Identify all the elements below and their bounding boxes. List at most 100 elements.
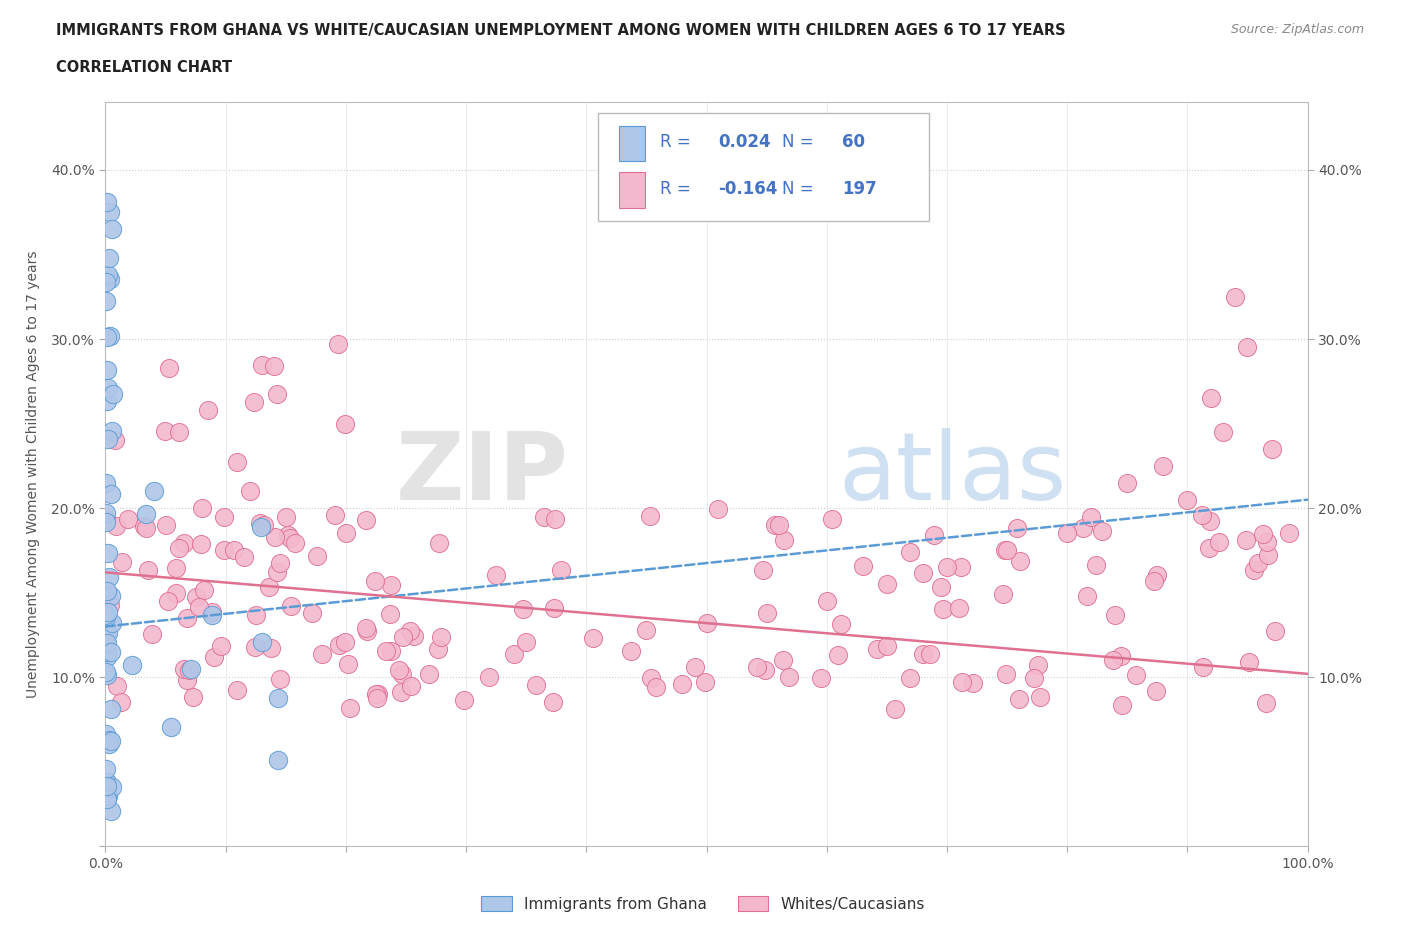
Point (97, 380, 120, 395)
Point (1234, 532, 1257, 547)
Point (197, 402, 219, 417)
Point (264, 529, 287, 544)
Point (485, 568, 508, 583)
Point (636, 622, 658, 637)
Point (96, 791, 118, 806)
Point (1175, 492, 1198, 507)
Point (190, 537, 212, 551)
Point (388, 662, 411, 677)
Point (754, 662, 776, 677)
Point (922, 527, 945, 542)
Point (1264, 623, 1286, 638)
Point (180, 661, 202, 676)
Point (683, 659, 706, 674)
Point (1056, 526, 1078, 541)
Point (1085, 557, 1108, 572)
Point (695, 674, 717, 689)
Point (159, 361, 181, 376)
Point (995, 667, 1018, 682)
Point (430, 630, 453, 644)
Point (950, 675, 973, 690)
Point (165, 586, 187, 601)
Point (98, 250, 121, 265)
Point (132, 519, 155, 534)
Point (640, 509, 662, 524)
Point (259, 579, 281, 594)
Point (533, 510, 555, 525)
Point (1111, 698, 1133, 712)
Point (250, 634, 273, 649)
Point (356, 620, 378, 635)
Point (96, 363, 118, 378)
Point (269, 555, 291, 570)
Point (1029, 689, 1052, 704)
Point (209, 638, 232, 653)
Point (326, 337, 349, 352)
Point (94, 274, 117, 289)
Point (1257, 548, 1279, 563)
Point (392, 630, 415, 644)
Text: 60: 60 (842, 133, 865, 152)
Point (274, 509, 297, 524)
Text: R =: R = (659, 133, 690, 152)
Point (305, 549, 328, 564)
Point (1236, 340, 1258, 355)
Point (1191, 508, 1213, 523)
Point (1080, 509, 1102, 524)
Point (201, 607, 224, 622)
Text: CORRELATION CHART: CORRELATION CHART (56, 60, 232, 75)
Point (1198, 513, 1220, 528)
Point (97, 432, 120, 446)
Point (96, 505, 118, 520)
Point (101, 424, 124, 439)
Point (243, 394, 266, 409)
Point (911, 646, 934, 661)
Point (389, 684, 412, 699)
Point (366, 691, 388, 706)
Point (378, 606, 401, 621)
Point (1144, 684, 1167, 698)
Point (815, 593, 838, 608)
Point (96, 665, 118, 680)
Point (94, 607, 117, 622)
Point (1104, 607, 1126, 622)
Point (1102, 653, 1125, 668)
Point (117, 512, 139, 526)
Point (177, 662, 200, 677)
Point (101, 387, 124, 402)
Point (96, 668, 118, 683)
Point (830, 617, 852, 631)
Point (936, 560, 959, 575)
Text: Source: ZipAtlas.com: Source: ZipAtlas.com (1230, 23, 1364, 36)
Point (173, 661, 195, 676)
Point (1071, 521, 1094, 536)
Point (364, 687, 387, 702)
Point (98, 597, 121, 612)
Point (239, 484, 262, 498)
Point (323, 507, 346, 522)
Point (260, 641, 283, 656)
Point (100, 701, 122, 716)
Point (278, 531, 301, 546)
Point (1198, 541, 1220, 556)
Point (94, 293, 117, 308)
Point (167, 425, 190, 440)
Point (339, 700, 361, 715)
Point (136, 563, 159, 578)
Point (267, 690, 290, 705)
Point (883, 701, 905, 716)
Point (380, 644, 402, 658)
Point (375, 644, 398, 658)
Point (543, 601, 565, 616)
Point (193, 583, 215, 598)
Text: IMMIGRANTS FROM GHANA VS WHITE/CAUCASIAN UNEMPLOYMENT AMONG WOMEN WITH CHILDREN : IMMIGRANTS FROM GHANA VS WHITE/CAUCASIAN… (56, 23, 1066, 38)
Point (190, 500, 212, 515)
Point (401, 679, 423, 694)
Point (97, 789, 120, 804)
Point (225, 683, 247, 698)
Point (364, 573, 387, 588)
Point (96, 393, 118, 408)
Point (96, 774, 118, 789)
Point (1005, 521, 1028, 536)
Point (763, 517, 786, 532)
